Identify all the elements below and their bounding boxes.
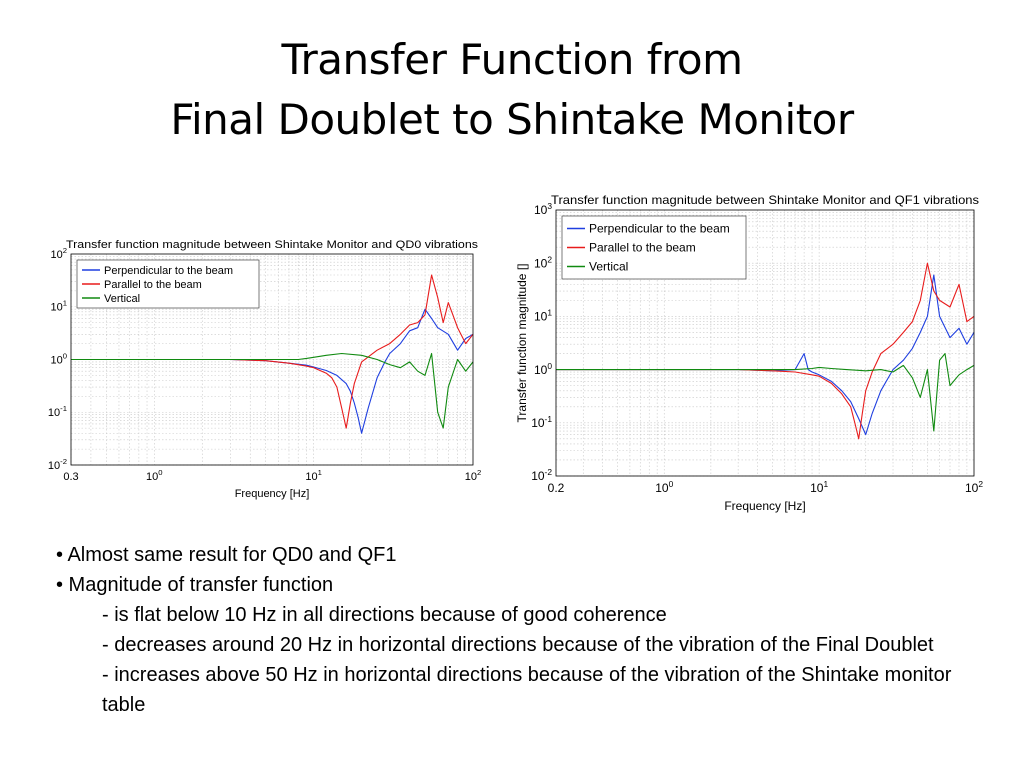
y-tick-label: 102: [50, 246, 67, 261]
chart-title: Transfer function magnitude between Shin…: [66, 239, 479, 251]
slide-title-line-2: Final Doublet to Shintake Monitor: [170, 95, 854, 144]
x-tick-label: 100: [146, 468, 163, 483]
y-tick-label: 10-1: [48, 404, 67, 419]
bullet-item: • Magnitude of transfer function: [56, 574, 334, 596]
x-axis-label: Frequency [Hz]: [235, 488, 310, 500]
x-tick-label: 101: [305, 468, 322, 483]
y-tick-label: 100: [50, 351, 67, 366]
y-tick-label: 101: [50, 299, 67, 314]
slide-title-line-1: Transfer Function from: [281, 35, 743, 84]
y-tick-label: 10-1: [531, 414, 552, 430]
series-line-3: [556, 353, 975, 432]
y-tick-label: 100: [534, 361, 552, 377]
legend: Perpendicular to the beam Parallel to the…: [561, 215, 747, 280]
x-tick-label: 0.3: [63, 471, 78, 483]
series-line-3: [71, 352, 474, 429]
sub-bullet-item: - decreases around 20 Hz in horizontal d…: [102, 634, 934, 656]
y-axis-label: Transfer function magnitude []: [515, 264, 529, 423]
x-tick-label: 101: [810, 479, 828, 495]
x-tick-label: 102: [965, 479, 983, 495]
axes-box: [555, 209, 975, 477]
x-tick-label: 100: [655, 479, 673, 495]
legend-box: [561, 215, 747, 280]
legend-label: Perpendicular to the beam: [104, 265, 233, 277]
series-line-2: [556, 262, 975, 440]
bullet-item: • Almost same result for QD0 and QF1: [56, 544, 397, 566]
sub-bullet-item: - is flat below 10 Hz in all directions …: [102, 604, 667, 626]
y-tick-label: 101: [534, 308, 552, 324]
x-tick-label: 0.2: [548, 481, 565, 495]
legend-label: Parallel to the beam: [104, 279, 202, 291]
legend-box: [76, 259, 260, 309]
bullet-list: • Almost same result for QD0 and QF1 • M…: [56, 540, 986, 720]
y-tick-label: 102: [534, 254, 552, 270]
legend-label: Parallel to the beam: [589, 241, 696, 255]
legend-label: Vertical: [104, 293, 140, 305]
y-tick-label: 10-2: [48, 457, 67, 472]
axes-box: [70, 253, 474, 466]
series-line-2: [71, 274, 474, 429]
sub-bullet-item: - increases above 50 Hz in horizontal di…: [102, 664, 952, 716]
legend-label: Vertical: [589, 260, 628, 274]
y-tick-label: 103: [534, 201, 552, 217]
chart-title: Transfer function magnitude between Shin…: [551, 193, 979, 207]
legend: Perpendicular to the beam Parallel to the…: [76, 259, 260, 309]
x-axis-label: Frequency [Hz]: [724, 499, 805, 513]
series-line-1: [556, 274, 975, 436]
y-tick-label: 10-2: [531, 467, 552, 483]
x-tick-label: 102: [465, 468, 482, 483]
legend-label: Perpendicular to the beam: [589, 222, 730, 236]
slide-title: Transfer Function from Final Doublet to …: [0, 30, 1024, 150]
